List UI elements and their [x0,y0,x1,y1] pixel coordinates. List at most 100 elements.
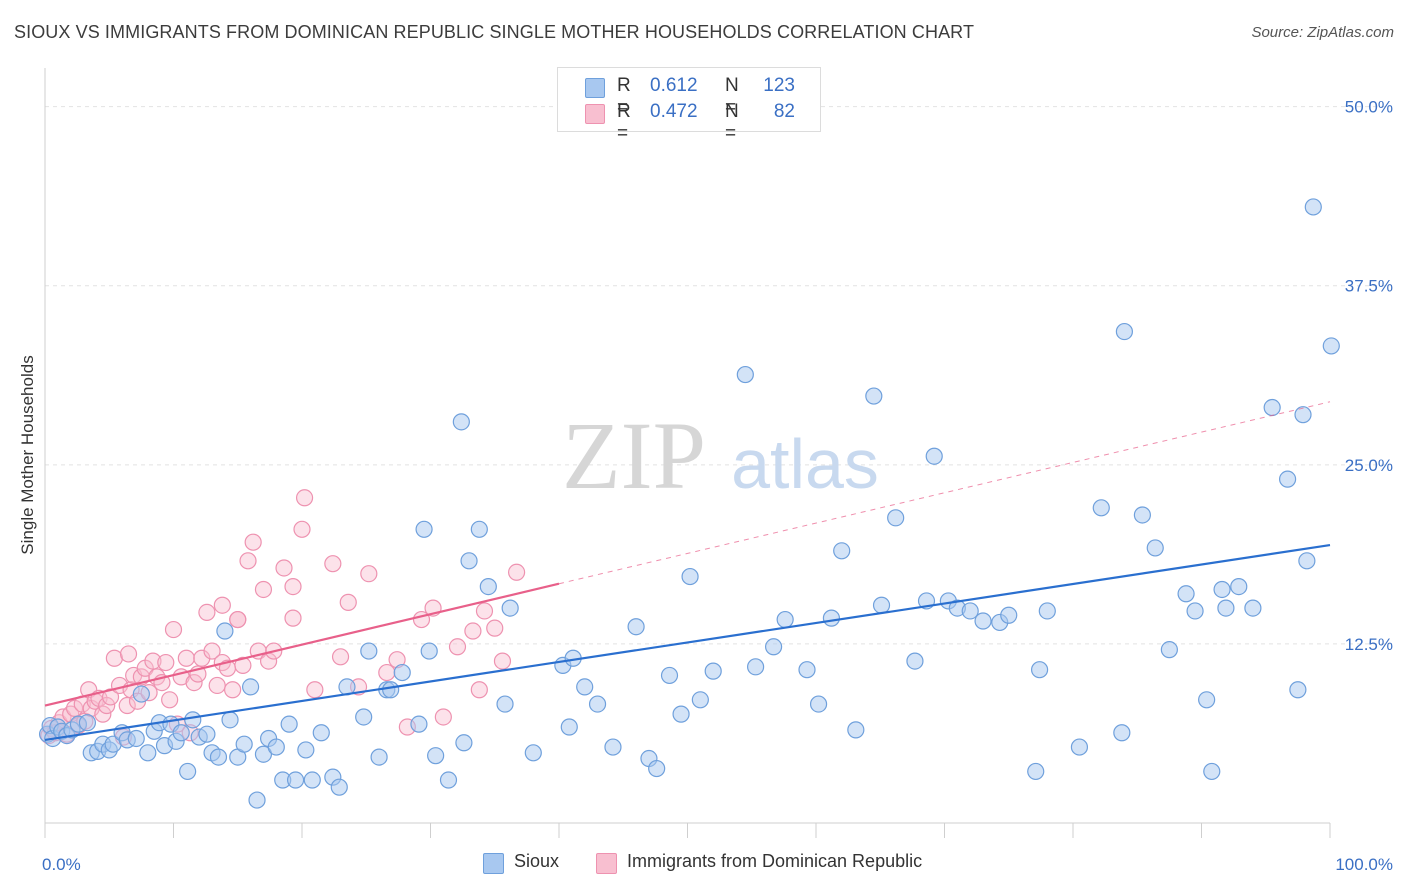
sioux-point [132,685,150,703]
dominican-point [295,489,314,507]
dominican-point [284,609,302,627]
dominican-point [118,696,136,715]
source-label: Source: ZipAtlas.com [1251,24,1394,41]
sioux-point [242,678,260,696]
sioux-point [776,610,794,629]
bottom-legend-label-dominican: Immigrants from Dominican Republic [627,851,923,871]
sioux-point [235,735,253,753]
sioux-point [330,778,348,796]
sioux-point [452,413,470,431]
sioux-point [78,714,97,732]
dominican-point [306,681,324,699]
sioux-point [906,652,924,670]
sioux-point [1160,641,1178,659]
dominican-point [493,652,512,670]
sioux-point [198,725,216,743]
dominican-point [198,603,216,621]
sioux-point [1177,585,1195,603]
sioux-point [588,695,607,713]
dominican-point [507,563,526,581]
sioux-point [736,365,754,384]
sioux-point [1000,606,1018,624]
dominican-point [293,520,311,538]
dominican-point [486,619,504,637]
sioux-point [974,612,992,630]
x-tick-label: 0.0% [42,855,81,874]
sioux-point [576,678,594,696]
sioux-point [798,661,816,679]
sioux-point [1289,681,1307,699]
dominican-point [98,696,116,715]
legend-n-label: N = [725,75,739,118]
y-tick-label: 12.5% [1345,635,1393,654]
sioux-point [127,729,145,748]
dominican-point [164,620,183,639]
dominican-point [324,555,342,573]
sioux-point [1294,406,1312,424]
sioux-point [254,745,273,763]
sioux-point [1146,539,1164,557]
sioux-point [764,638,783,656]
sioux-point [455,734,473,752]
sioux-point [1070,738,1089,756]
y-tick-label: 25.0% [1345,456,1393,475]
sioux-point [925,447,943,465]
legend-r-value: 0.472 [650,101,698,122]
sioux-point [660,666,679,685]
dominican-point [94,705,112,723]
dominican-point [224,681,242,699]
dominican-point [275,559,293,577]
sioux-point [691,691,709,709]
sioux-point [1203,762,1221,781]
dominican-point [239,552,257,570]
dominican-point [119,645,138,663]
sioux-point [420,642,438,660]
dominican-trend-line [44,582,560,707]
sioux-point [360,642,378,660]
sioux-point [1030,661,1049,679]
sioux-point [280,715,298,733]
sioux-point [704,662,722,680]
sioux-point [1038,602,1056,620]
sioux-point [286,771,305,789]
sioux-point [172,724,190,742]
sioux-point [847,721,865,739]
sioux-point [872,596,891,614]
sioux-point [216,622,234,640]
sioux-point [267,738,285,756]
dominican-point [434,708,452,726]
dominican-point [177,649,195,667]
sioux-point [887,509,905,527]
sioux-point [184,711,202,729]
y-axis-label: Single Mother Households [18,355,37,555]
sioux-point [1304,198,1322,216]
trend-lines [44,401,1331,741]
dominican-point [464,622,482,640]
sioux-point [460,552,478,570]
y-tick-label: 37.5% [1345,277,1393,296]
legend-swatch-sioux [585,78,605,98]
dominican-point [105,649,123,667]
dominican-point [234,656,252,675]
watermark: ZIP atlas [562,402,879,509]
legend-r-label: R = [617,101,631,144]
sioux-point [1133,506,1151,524]
sioux-point [1230,578,1248,596]
legend-n-label: N = [725,101,739,144]
sioux-point [1263,398,1281,417]
y-tick-label: 50.0% [1345,98,1393,117]
sioux-point [470,520,488,538]
sioux-point [415,520,433,538]
dominican-point [161,691,179,709]
dominican-points [40,489,526,746]
sioux-point [496,695,514,713]
sioux-point [747,658,765,676]
sioux-point [1213,580,1231,599]
sioux-point [410,715,428,733]
sioux-point [355,708,373,726]
sioux-point [1244,599,1262,617]
dominican-point [185,673,203,692]
sioux-point [1115,322,1134,341]
sioux-point [1198,691,1216,709]
